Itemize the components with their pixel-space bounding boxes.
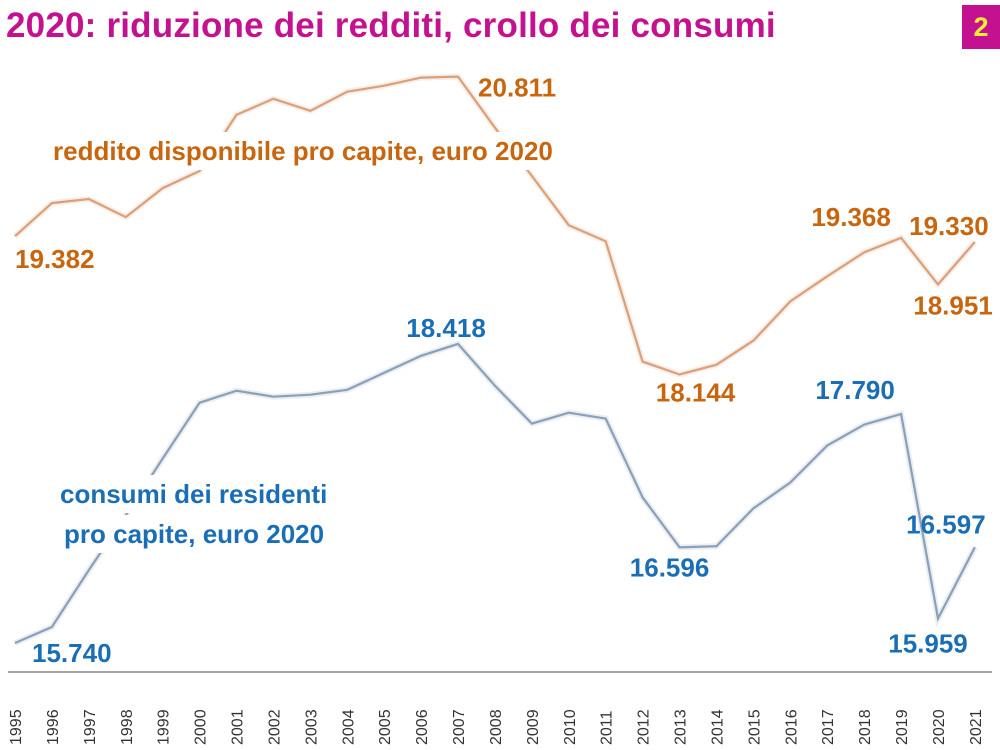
x-tick-label: 2005 [377,709,394,745]
data-label: 19.382 [15,244,95,274]
x-tick-label: 2003 [303,709,320,745]
x-tick-label: 1995 [8,709,25,745]
x-tick-label: 2007 [451,709,468,745]
consumption-series-label-line2: pro capite, euro 2020 [64,519,324,549]
x-tick-label: 2015 [746,709,763,745]
data-label: 17.790 [815,375,895,405]
x-tick-label: 2019 [894,709,911,745]
x-tick-label: 2011 [599,710,616,745]
x-tick-label: 2010 [562,709,579,745]
consumption-series-label-line1: consumi dei residenti [60,479,327,509]
data-label: 15.740 [32,638,112,668]
x-tick-label: 2020 [931,709,948,745]
x-tick-label: 2021 [968,709,985,745]
x-tick-label: 2018 [857,709,874,745]
data-label: 18.951 [913,290,993,320]
label-mask [58,515,331,553]
data-label: 16.597 [906,509,986,539]
x-tick-label: 1997 [82,709,99,745]
data-label: 16.596 [630,552,710,582]
x-tick-label: 2013 [673,709,690,745]
data-label: 20.811 [478,73,556,103]
income-series-label: reddito disponibile pro capite, euro 202… [53,136,553,166]
x-tick-label: 2017 [820,709,837,745]
x-tick-label: 2004 [340,709,357,745]
chart-title: 2020: riduzione dei redditi, crollo dei … [6,6,776,45]
x-tick-label: 1999 [156,709,173,745]
x-tick-label: 1998 [119,709,136,745]
label-mask [54,475,334,513]
x-tick-label: 2014 [709,709,726,745]
slide-number-badge: 2 [962,5,1000,49]
x-tick-label: 2008 [488,709,505,745]
x-tick-label: 2000 [193,709,210,745]
x-tick-label: 1996 [45,709,62,745]
data-label: 19.330 [909,211,989,241]
x-tick-label: 2006 [414,709,431,745]
x-tick-label: 2001 [230,709,247,745]
x-tick-label: 2009 [525,709,542,745]
data-label: 19.368 [811,202,891,232]
x-tick-label: 2016 [783,709,800,745]
data-label: 15.959 [888,629,968,659]
data-label: 18.144 [656,377,736,407]
data-label: 18.418 [406,313,486,343]
x-tick-label: 2012 [636,709,653,745]
label-mask [47,132,559,170]
x-tick-label: 2002 [266,709,283,745]
